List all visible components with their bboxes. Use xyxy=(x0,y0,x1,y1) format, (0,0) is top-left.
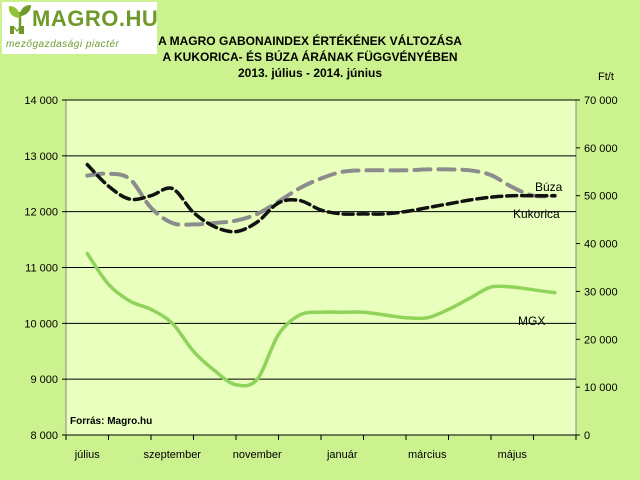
source-note: Forrás: Magro.hu xyxy=(70,416,152,427)
series-line-buza xyxy=(85,167,557,227)
chart-title-line-3: 2013. július - 2014. június xyxy=(238,66,382,80)
chart-title-line-2: A KUKORICA- ÉS BÚZA ÁRÁNAK FÜGGVÉNYÉBEN xyxy=(162,49,457,64)
right-axis-unit: Ft/t xyxy=(598,71,614,83)
right-tick-label: 60 000 xyxy=(584,143,618,155)
series-line-kukorica xyxy=(85,162,557,234)
left-tick-label: 14 000 xyxy=(24,95,58,107)
left-tick-label: 11 000 xyxy=(25,263,58,275)
right-tick-label: 20 000 xyxy=(584,334,618,346)
left-tick-label: 10 000 xyxy=(24,318,58,330)
logo-tagline: mezőgazdasági piactér xyxy=(6,39,120,50)
x-axis: július szeptember november január március máj… xyxy=(65,435,577,461)
x-tick-label: július xyxy=(74,449,101,461)
series-label-kukorica: Kukorica xyxy=(513,207,560,221)
x-tick-label: szeptember xyxy=(144,449,202,461)
logo: MAGRO.HU mezőgazdasági piactér xyxy=(2,2,159,54)
right-tick-label: 0 xyxy=(584,430,590,442)
grid xyxy=(66,99,576,436)
series-layer xyxy=(85,162,557,388)
series-label-mgx: MGX xyxy=(518,314,545,328)
x-tick-label: január xyxy=(326,449,358,461)
leaf-icon xyxy=(8,5,31,34)
series-line-mgx xyxy=(85,251,557,388)
right-tick-label: 40 000 xyxy=(584,239,618,251)
left-tick-label: 9 000 xyxy=(30,374,58,386)
left-tick-label: 13 000 xyxy=(24,151,58,163)
right-axis: 0 10 000 20 000 30 000 40 000 50 000 60 000 70 … xyxy=(576,95,618,442)
right-tick-label: 10 000 xyxy=(584,382,618,394)
logo-text: MAGRO.HU xyxy=(32,6,159,31)
left-tick-label: 8 000 xyxy=(30,430,58,442)
x-tick-label: március xyxy=(408,449,447,461)
chart-title-line-1: A MAGRO GABONAINDEX ÉRTÉKÉNEK VÁLTOZÁSA xyxy=(158,33,462,48)
left-axis: 8 000 9 000 10 000 11 000 12 000 13 000 14 000 xyxy=(24,95,66,442)
series-label-buza: Búza xyxy=(535,180,563,194)
right-tick-label: 50 000 xyxy=(584,191,618,203)
left-tick-label: 12 000 xyxy=(24,207,58,219)
right-tick-label: 30 000 xyxy=(584,286,618,298)
x-tick-label: május xyxy=(498,449,528,461)
x-tick-label: november xyxy=(233,449,282,461)
right-tick-label: 70 000 xyxy=(584,95,618,107)
